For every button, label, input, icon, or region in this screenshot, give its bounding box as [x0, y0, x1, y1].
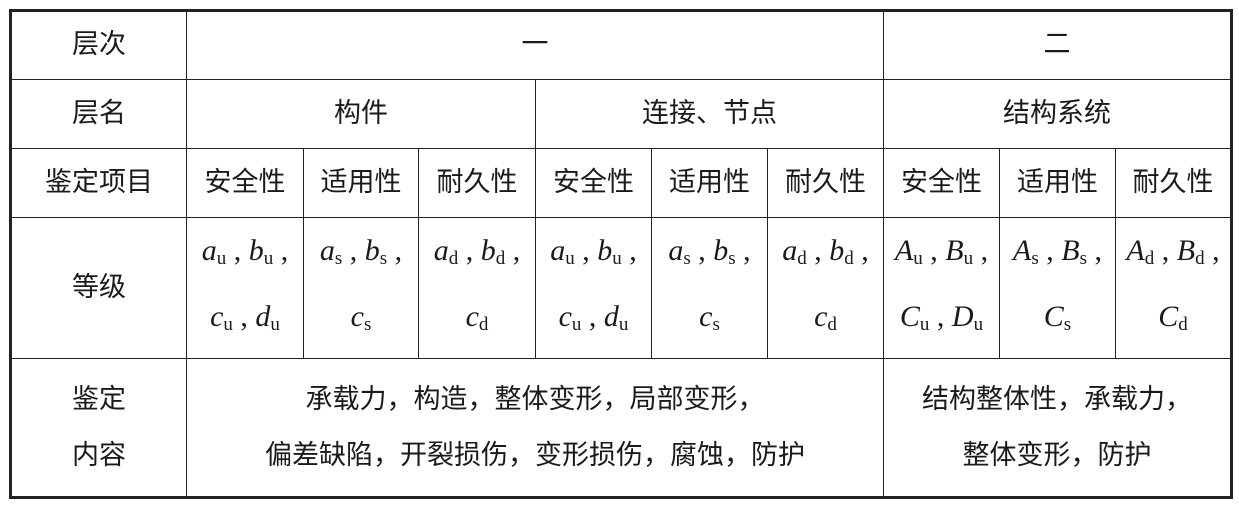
- grade-line: cd: [768, 288, 883, 354]
- grade-line: Cd: [1116, 288, 1230, 354]
- grade-symbol: Cs: [1043, 300, 1072, 335]
- grade-symbol: cs: [699, 300, 720, 335]
- grade-symbol: bs: [713, 234, 736, 269]
- grade-line: au , bu ,: [550, 234, 637, 269]
- grade-cell: ad , bd , cd: [767, 217, 884, 359]
- item-cell: 耐久性: [1115, 148, 1232, 218]
- grade-symbol: bu: [248, 234, 274, 269]
- grade-symbol: Ad: [1126, 234, 1155, 269]
- grade-symbol: bd: [829, 234, 854, 269]
- level-two: 二: [883, 10, 1232, 80]
- item-cell: 适用性: [999, 148, 1116, 218]
- grade-line: cs: [304, 288, 418, 354]
- item-cell: 安全性: [883, 148, 1000, 218]
- grade-symbol: bs: [364, 234, 388, 269]
- grade-cell: ad , bd , cd: [418, 217, 536, 359]
- grade-symbol: bd: [480, 234, 506, 269]
- grade-line: as , bs ,: [668, 234, 751, 269]
- level-header: 层次: [10, 10, 187, 80]
- grade-cell: Ad , Bd , Cd: [1115, 217, 1232, 359]
- grade-line: Au , Bu ,: [894, 234, 989, 269]
- row-layer-name: 层名 构件 连接、节点 结构系统: [10, 79, 1232, 149]
- layer-connection: 连接、节点: [535, 79, 884, 149]
- content-line: 承载力，构造，整体变形，局部变形，: [305, 383, 765, 415]
- grade-symbol: cd: [465, 300, 489, 335]
- grade-symbol: Bs: [1061, 234, 1087, 269]
- row-grades: 等级 au , bu , cu , du as , bs , cs ad , bd …: [10, 217, 1232, 359]
- grade-symbol: Au: [894, 234, 923, 269]
- grade-symbol: as: [319, 234, 343, 269]
- grade-symbol: Du: [951, 300, 984, 335]
- item-cell: 安全性: [186, 148, 304, 218]
- appraisal-table: 层次 一 二 层名 构件 连接、节点 结构系统 鉴定项目 安全性 适用性 耐久性 安全…: [9, 9, 1233, 499]
- grade-cell: au , bu , cu , du: [535, 217, 652, 359]
- grade-symbol: Bd: [1176, 234, 1205, 269]
- content-line: 偏差缺陷，开裂损伤，变形损伤，腐蚀，防护: [265, 439, 805, 471]
- layer-name-header: 层名: [10, 79, 187, 149]
- grade-line: Cs: [1000, 288, 1115, 354]
- grade-symbol: cs: [350, 300, 372, 335]
- grade-line: ad , bd ,: [782, 234, 869, 269]
- grade-line: cu , du: [558, 300, 629, 335]
- grade-symbol: Bu: [945, 234, 974, 269]
- content-label-line: 鉴定: [72, 383, 126, 415]
- grade-symbol: au: [550, 234, 575, 269]
- row-level: 层次 一 二: [10, 10, 1232, 80]
- grade-cell: as , bs , cs: [303, 217, 419, 359]
- grade-cell: as , bs , cs: [651, 217, 768, 359]
- content-header: 鉴定 内容: [10, 358, 187, 498]
- item-header: 鉴定项目: [10, 148, 187, 218]
- grade-cell: As , Bs , Cs: [999, 217, 1116, 359]
- item-cell: 耐久性: [767, 148, 884, 218]
- content-line: 整体变形，防护: [962, 439, 1152, 471]
- content-level-two: 结构整体性，承载力， 整体变形，防护: [883, 358, 1232, 498]
- grade-header: 等级: [10, 217, 187, 359]
- grade-symbol: au: [201, 234, 227, 269]
- grade-symbol: du: [603, 300, 629, 335]
- grade-cell: au , bu , cu , du: [186, 217, 304, 359]
- level-one: 一: [186, 10, 884, 80]
- grade-line: As , Bs ,: [1013, 234, 1102, 269]
- grade-line: Ad , Bd ,: [1126, 234, 1220, 269]
- grade-symbol: cu: [558, 300, 582, 335]
- grade-symbol: as: [668, 234, 691, 269]
- grade-symbol: As: [1013, 234, 1039, 269]
- item-cell: 适用性: [303, 148, 419, 218]
- grade-symbol: ad: [782, 234, 807, 269]
- item-cell: 适用性: [651, 148, 768, 218]
- content-level-one: 承载力，构造，整体变形，局部变形， 偏差缺陷，开裂损伤，变形损伤，腐蚀，防护: [186, 358, 884, 498]
- grade-symbol: cu: [210, 300, 233, 335]
- grade-symbol: Cd: [1158, 300, 1188, 335]
- grade-line: au , bu ,: [201, 234, 289, 269]
- content-label-line: 内容: [72, 439, 126, 471]
- layer-structure: 结构系统: [883, 79, 1232, 149]
- row-items: 鉴定项目 安全性 适用性 耐久性 安全性 适用性 耐久性 安全性 适用性 耐久性: [10, 148, 1232, 218]
- grade-symbol: du: [255, 300, 280, 335]
- row-content: 鉴定 内容 承载力，构造，整体变形，局部变形， 偏差缺陷，开裂损伤，变形损伤，腐…: [10, 358, 1232, 498]
- grade-line: ad , bd ,: [433, 234, 521, 269]
- item-cell: 安全性: [535, 148, 652, 218]
- item-cell: 耐久性: [418, 148, 536, 218]
- grade-line: Cu , Du: [899, 300, 984, 335]
- grade-symbol: ad: [433, 234, 459, 269]
- grade-line: cs: [652, 288, 767, 354]
- grade-symbol: Cu: [899, 300, 930, 335]
- layer-component: 构件: [186, 79, 536, 149]
- content-line: 结构整体性，承载力，: [922, 383, 1192, 415]
- grade-symbol: cd: [814, 300, 837, 335]
- grade-symbol: bu: [597, 234, 622, 269]
- grade-line: as , bs ,: [319, 234, 403, 269]
- grade-line: cd: [419, 288, 535, 354]
- grade-cell: Au , Bu , Cu , Du: [883, 217, 1000, 359]
- grade-line: cu , du: [210, 300, 280, 335]
